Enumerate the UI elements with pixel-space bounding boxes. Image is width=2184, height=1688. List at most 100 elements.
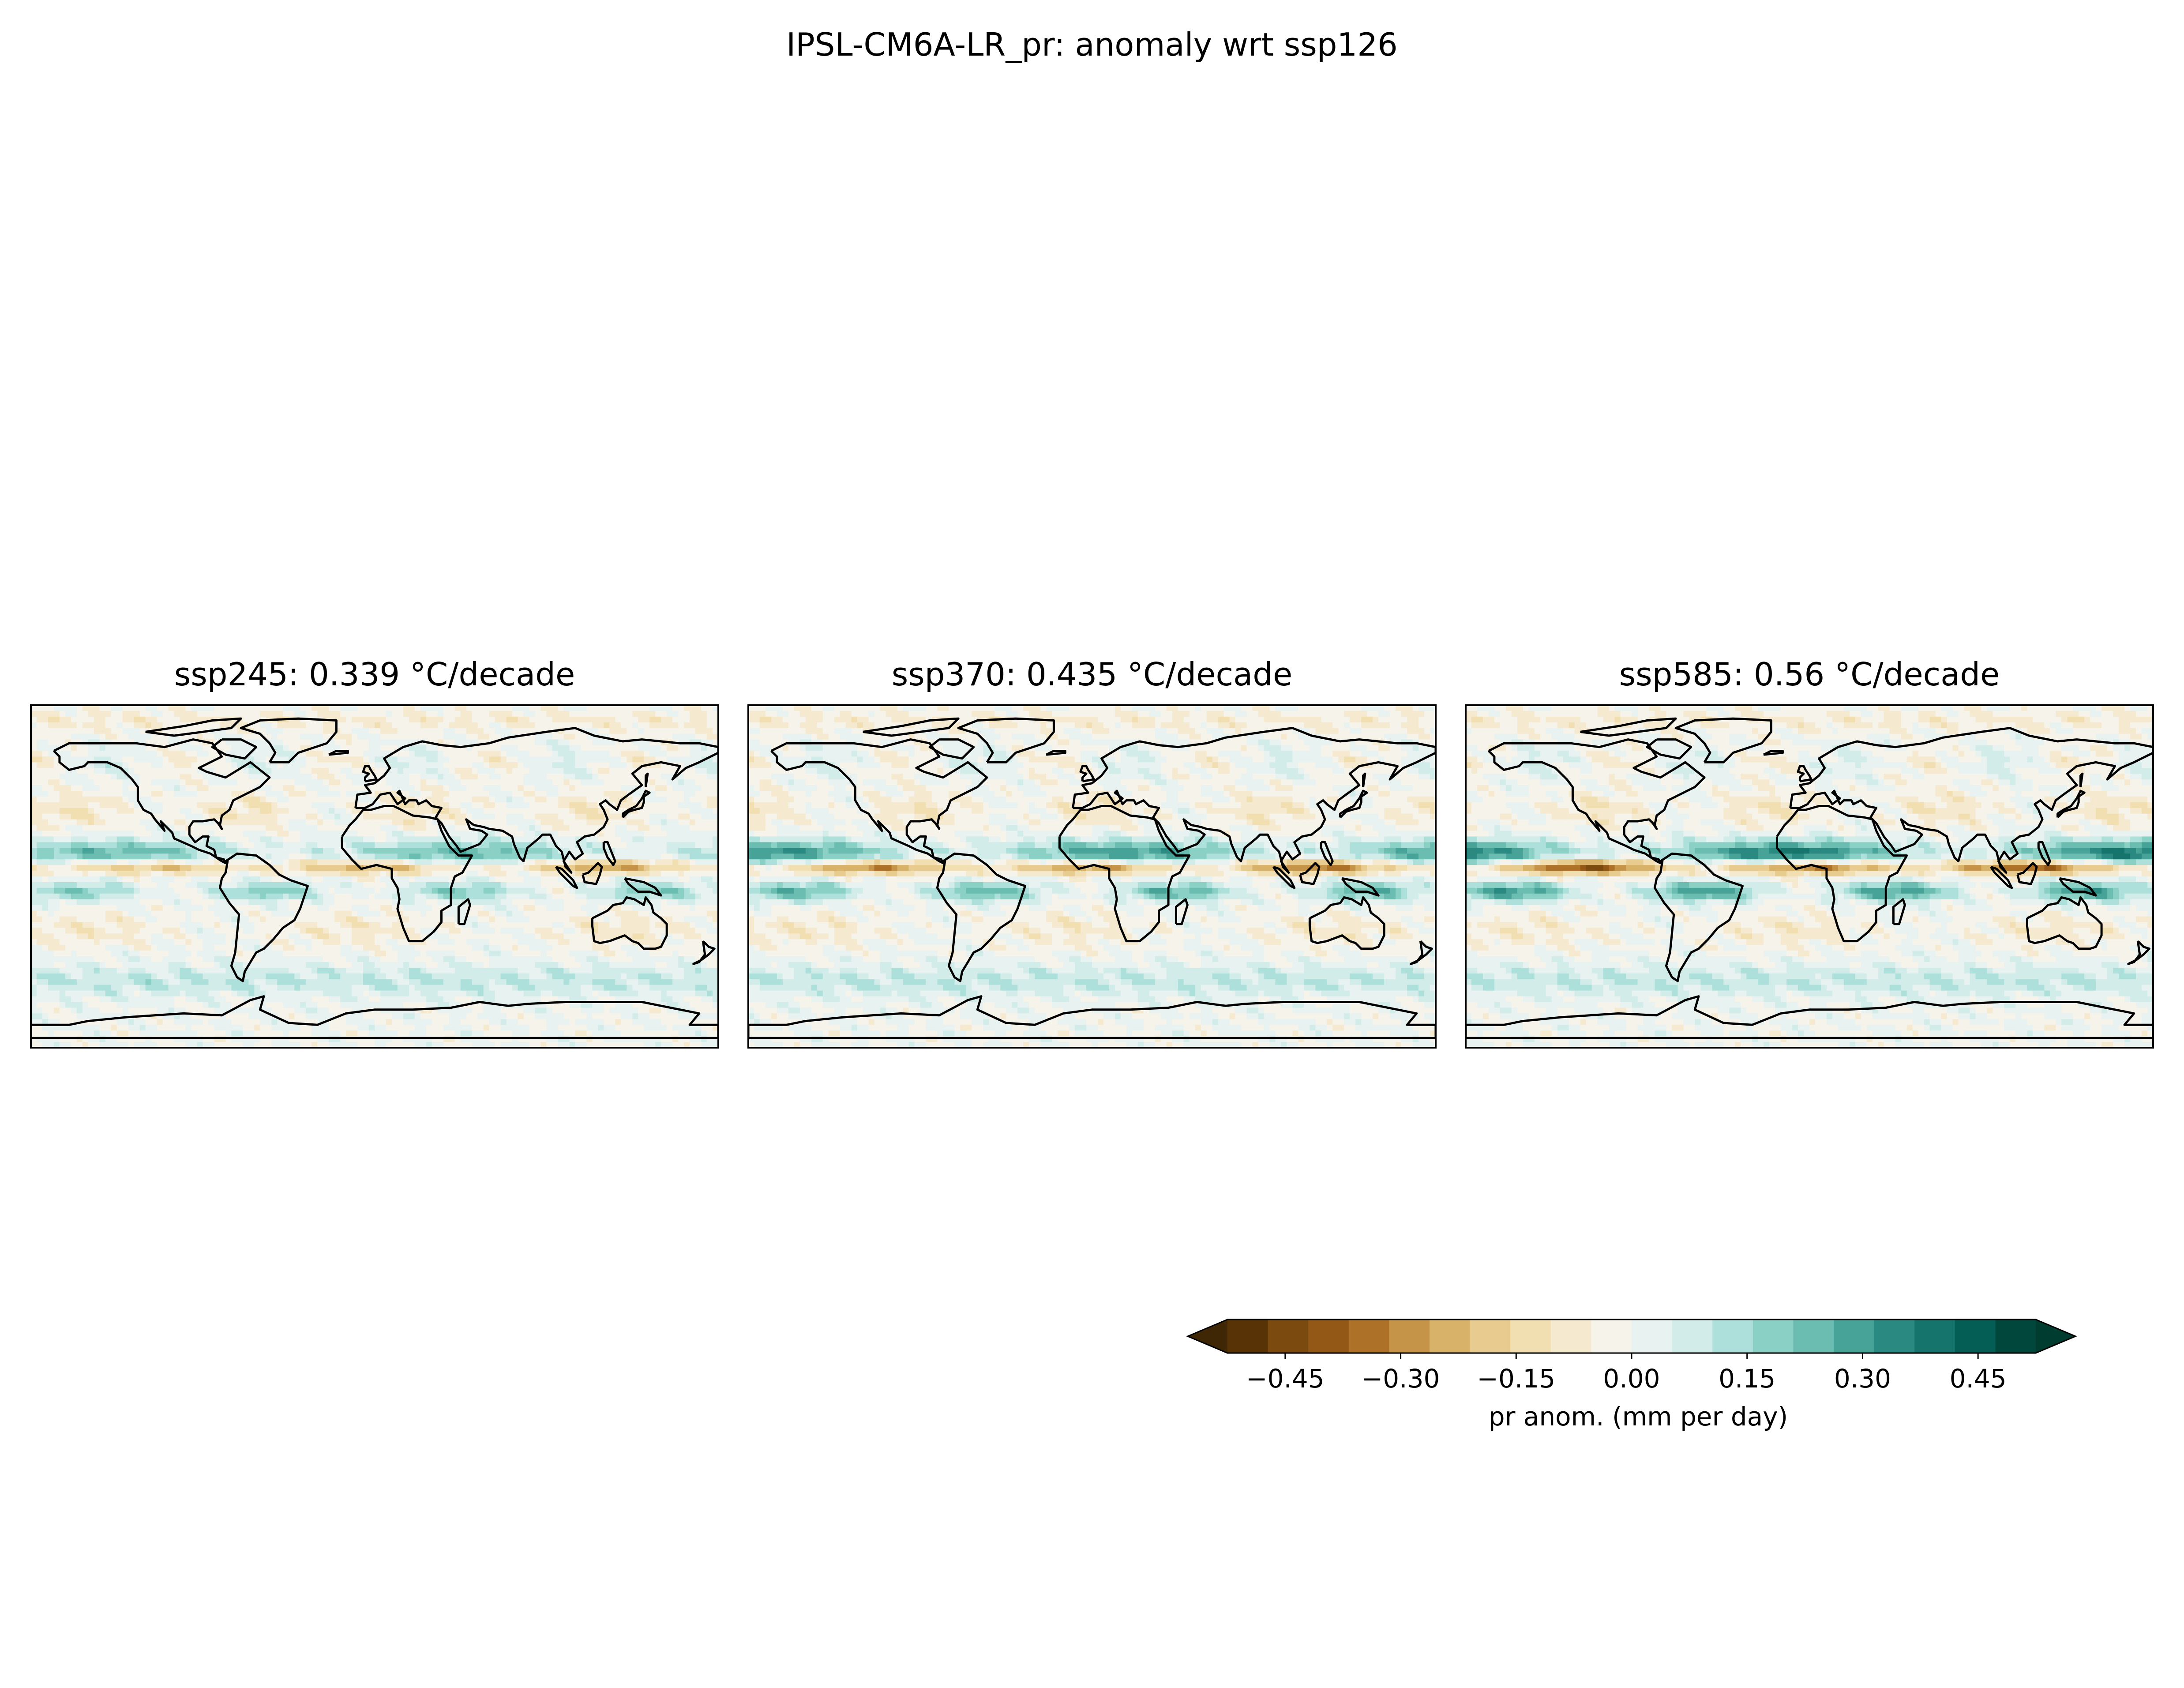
coastline — [1990, 866, 2013, 889]
colorbar-segment — [1752, 1320, 1794, 1353]
colorbar-under-extension — [1188, 1320, 1227, 1353]
coastline — [863, 717, 960, 737]
coastline — [219, 852, 309, 982]
coastline — [2016, 862, 2038, 885]
map-panel-ssp585: ssp585: 0.56 °C/decade — [1465, 656, 2154, 1049]
colorbar-segment — [1348, 1320, 1389, 1353]
colorbar: −0.45 −0.30 −0.15 0.00 0.15 0.30 0.45 pr anom.… — [1186, 1319, 2077, 1432]
coastline — [362, 765, 378, 782]
figure-title: IPSL-CM6A-LR_pr: anomaly wrt ssp126 — [786, 26, 1398, 63]
colorbar-segment — [1914, 1320, 1955, 1353]
coastline — [240, 717, 338, 763]
coastline — [211, 738, 258, 760]
coastline — [145, 717, 242, 737]
colorbar-segment — [1389, 1320, 1430, 1353]
map-frame — [30, 704, 719, 1049]
coastline — [1339, 789, 1368, 819]
colorbar-segment — [1632, 1320, 1673, 1353]
anomaly-field — [31, 705, 718, 1048]
coastline — [1320, 841, 1334, 866]
colorbar-over-extension — [2036, 1320, 2075, 1353]
colorbar-segment — [1308, 1320, 1349, 1353]
coastline — [1058, 805, 1191, 943]
colorbar-segment — [1510, 1320, 1551, 1353]
coastline — [957, 717, 1055, 763]
coastline — [1308, 896, 1385, 950]
coastline — [1299, 862, 1321, 885]
coastline — [645, 772, 649, 787]
colorbar-segment — [1672, 1320, 1713, 1353]
colorbar-segment — [1834, 1320, 1875, 1353]
colorbar-outline — [1186, 1319, 2077, 1354]
colorbar-label: pr anom. (mm per day) — [1489, 1402, 1788, 1432]
coastline — [53, 738, 271, 865]
colorbar-tick-label: −0.30 — [1362, 1364, 1440, 1394]
colorbar-segments — [1227, 1320, 2036, 1353]
coastline — [1410, 940, 1433, 965]
coastline — [1272, 866, 1296, 889]
coastline — [1072, 727, 1436, 874]
coastline — [1763, 750, 1784, 756]
panel-title: ssp245: 0.339 °C/decade — [174, 656, 575, 693]
coastline — [341, 805, 473, 943]
coastline — [928, 738, 975, 760]
colorbar-segment — [1227, 1320, 1268, 1353]
colorbar-tick-label: 0.45 — [1950, 1364, 2007, 1394]
coastline — [692, 940, 716, 965]
coastline — [1045, 750, 1066, 756]
map-frame — [1465, 704, 2154, 1049]
coastline — [1646, 738, 1692, 760]
anomaly-field — [748, 705, 1436, 1048]
colorbar-segment — [1268, 1320, 1309, 1353]
coastline — [1775, 805, 1908, 943]
colorbar-tick-label: −0.15 — [1477, 1364, 1555, 1394]
coastline — [602, 841, 616, 866]
colorbar-segment — [1470, 1320, 1511, 1353]
coastline — [1466, 995, 2153, 1039]
coastline — [2056, 789, 2086, 819]
coastline — [1892, 898, 1906, 925]
colorbar-ticks: −0.45 −0.30 −0.15 0.00 0.15 0.30 0.45 — [1246, 1353, 2007, 1394]
coastlines — [1466, 717, 2153, 1039]
coastline — [770, 738, 988, 865]
colorbar-segment — [1591, 1320, 1632, 1353]
coastline — [622, 789, 651, 819]
coastline — [2127, 940, 2150, 965]
anomaly-field — [1466, 705, 2153, 1048]
coastlines — [31, 717, 718, 1039]
coastline — [2037, 841, 2051, 866]
map-panel-ssp370: ssp370: 0.435 °C/decade — [747, 656, 1437, 1049]
colorbar-segment — [1874, 1320, 1915, 1353]
coastline — [748, 995, 1436, 1039]
coastline — [1797, 765, 1812, 782]
colorbar-tick-label: 0.00 — [1603, 1364, 1660, 1394]
coastline — [623, 877, 662, 897]
panel-title: ssp370: 0.435 °C/decade — [892, 656, 1293, 693]
coastline — [555, 866, 578, 889]
coastline — [936, 852, 1026, 982]
colorbar-segment — [1793, 1320, 1834, 1353]
map-panel-ssp245: ssp245: 0.339 °C/decade — [30, 656, 719, 1049]
colorbar-segment — [1712, 1320, 1753, 1353]
coastlines — [748, 717, 1436, 1039]
colorbar-tick-label: −0.45 — [1246, 1364, 1325, 1394]
colorbar-segment — [1955, 1320, 1996, 1353]
coastline — [2079, 772, 2084, 787]
coastline — [1341, 877, 1380, 897]
colorbar-segment — [1995, 1320, 2036, 1353]
map-frame — [747, 704, 1437, 1049]
coastline — [328, 750, 349, 756]
coastline — [1079, 765, 1095, 782]
coastline — [457, 898, 471, 925]
panel-title: ssp585: 0.56 °C/decade — [1619, 656, 2000, 693]
colorbar-segment — [1550, 1320, 1591, 1353]
coastline — [1580, 717, 1677, 737]
coastline — [1362, 772, 1366, 787]
coastline — [1488, 738, 1706, 865]
coastline — [582, 862, 603, 885]
colorbar-segment — [1430, 1320, 1471, 1353]
colorbar-tick-label: 0.30 — [1834, 1364, 1891, 1394]
coastline — [2026, 896, 2103, 950]
coastline — [1175, 898, 1189, 925]
